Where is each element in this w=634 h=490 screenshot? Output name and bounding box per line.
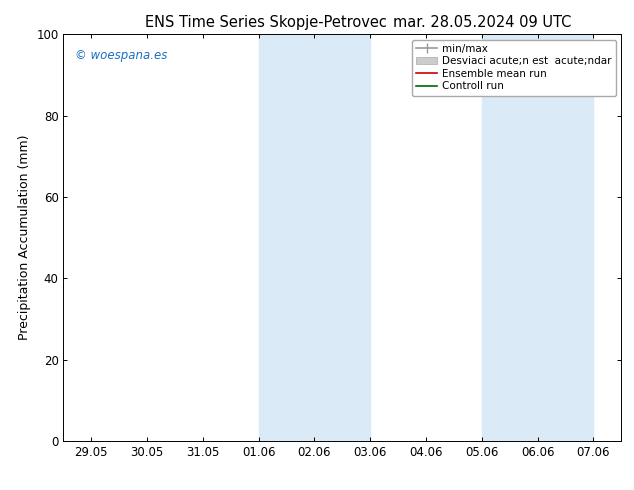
Y-axis label: Precipitation Accumulation (mm): Precipitation Accumulation (mm)	[18, 135, 30, 341]
Text: © woespana.es: © woespana.es	[75, 49, 167, 62]
Bar	[482, 34, 593, 441]
Legend: min/max, Desviaci acute;n est  acute;ndar, Ensemble mean run, Controll run: min/max, Desviaci acute;n est acute;ndar…	[412, 40, 616, 96]
Text: mar. 28.05.2024 09 UTC: mar. 28.05.2024 09 UTC	[392, 15, 571, 30]
Text: ENS Time Series Skopje-Petrovec: ENS Time Series Skopje-Petrovec	[145, 15, 387, 30]
Bar	[259, 34, 370, 441]
